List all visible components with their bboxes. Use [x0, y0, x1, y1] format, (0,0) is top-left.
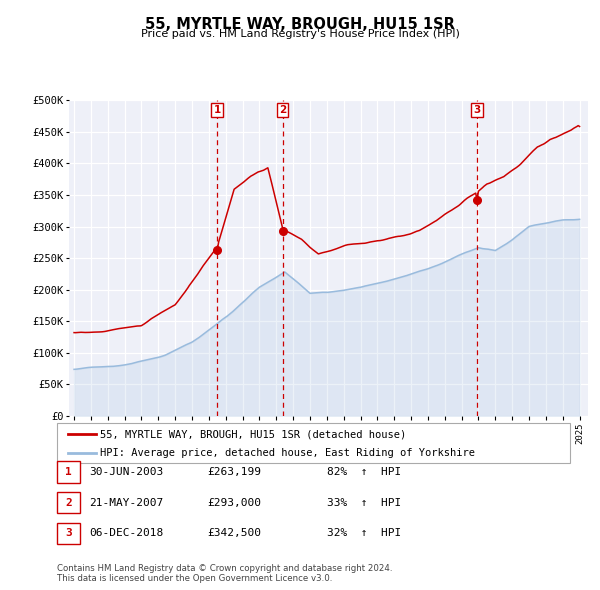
- Text: 82%  ↑  HPI: 82% ↑ HPI: [327, 467, 401, 477]
- Text: 32%  ↑  HPI: 32% ↑ HPI: [327, 529, 401, 538]
- Text: 55, MYRTLE WAY, BROUGH, HU15 1SR (detached house): 55, MYRTLE WAY, BROUGH, HU15 1SR (detach…: [100, 430, 406, 440]
- Text: 1: 1: [214, 105, 221, 115]
- Text: £293,000: £293,000: [207, 498, 261, 507]
- Text: 2: 2: [65, 498, 72, 507]
- Text: 3: 3: [65, 529, 72, 538]
- Text: 1: 1: [65, 467, 72, 477]
- Text: Contains HM Land Registry data © Crown copyright and database right 2024.
This d: Contains HM Land Registry data © Crown c…: [57, 563, 392, 583]
- Text: 55, MYRTLE WAY, BROUGH, HU15 1SR: 55, MYRTLE WAY, BROUGH, HU15 1SR: [145, 17, 455, 31]
- Text: 2: 2: [279, 105, 286, 115]
- Text: HPI: Average price, detached house, East Riding of Yorkshire: HPI: Average price, detached house, East…: [100, 448, 475, 458]
- Text: £342,500: £342,500: [207, 529, 261, 538]
- Text: 06-DEC-2018: 06-DEC-2018: [89, 529, 163, 538]
- Text: 3: 3: [473, 105, 481, 115]
- Text: Price paid vs. HM Land Registry's House Price Index (HPI): Price paid vs. HM Land Registry's House …: [140, 29, 460, 39]
- Text: 30-JUN-2003: 30-JUN-2003: [89, 467, 163, 477]
- Text: 33%  ↑  HPI: 33% ↑ HPI: [327, 498, 401, 507]
- Text: £263,199: £263,199: [207, 467, 261, 477]
- Text: 21-MAY-2007: 21-MAY-2007: [89, 498, 163, 507]
